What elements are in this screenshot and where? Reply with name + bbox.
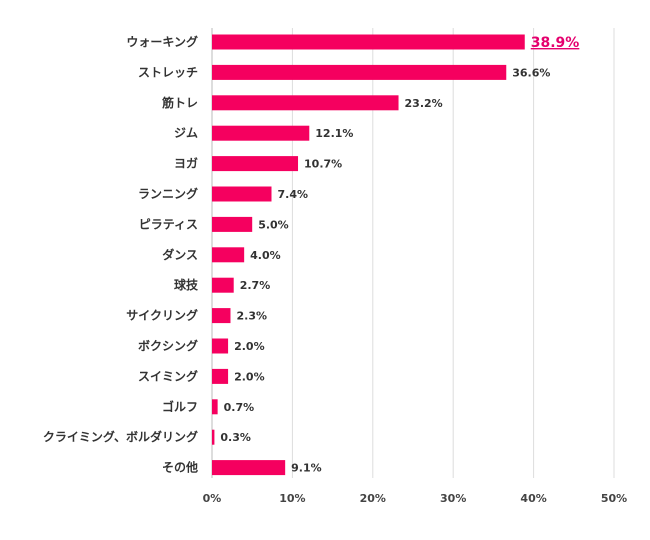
- x-tick-label: 50%: [601, 492, 627, 505]
- highlighted-value-label: 38.9%: [531, 35, 580, 51]
- category-label: 筋トレ: [161, 95, 198, 110]
- bars: [212, 34, 525, 476]
- category-label: ピラティス: [139, 217, 198, 231]
- x-axis-tick-labels: 0% 10% 20% 30% 40% 50%: [203, 492, 628, 505]
- value-label: 5.0%: [258, 218, 289, 231]
- category-label: スイミング: [138, 368, 198, 383]
- x-tick-label: 30%: [440, 492, 466, 505]
- category-label: ダンス: [162, 247, 198, 262]
- x-tick-label: 20%: [360, 492, 386, 505]
- value-label: 12.1%: [315, 127, 353, 140]
- bar: [212, 429, 215, 445]
- value-label: 2.0%: [234, 340, 265, 353]
- category-label: ウォーキング: [126, 34, 198, 49]
- value-label: 36.6%: [512, 66, 550, 79]
- x-tick-label: 0%: [203, 492, 222, 505]
- bar: [212, 247, 245, 263]
- value-label: 2.3%: [236, 310, 267, 323]
- category-label: クライミング、ボルダリング: [43, 429, 198, 444]
- x-tick-label: 10%: [279, 492, 305, 505]
- x-tick-label: 40%: [520, 492, 546, 505]
- bar: [212, 277, 234, 293]
- bar: [212, 156, 299, 172]
- bar: [212, 460, 286, 476]
- value-label: 23.2%: [405, 97, 443, 110]
- value-label: 2.0%: [234, 370, 265, 383]
- category-label: ボクシング: [138, 338, 198, 353]
- category-labels: ウォーキングストレッチ筋トレジムヨガランニングピラティスダンス球技サイクリングボ…: [43, 34, 199, 475]
- category-label: ランニング: [138, 186, 198, 201]
- bar: [212, 338, 229, 354]
- value-label: 7.4%: [277, 188, 308, 201]
- value-label: 9.1%: [291, 462, 322, 475]
- value-label: 4.0%: [250, 249, 281, 262]
- bar: [212, 216, 253, 232]
- bar: [212, 186, 272, 202]
- bar: [212, 399, 218, 415]
- bar: [212, 125, 310, 141]
- bar: [212, 95, 399, 111]
- bar: [212, 34, 525, 50]
- category-label: ゴルフ: [162, 399, 198, 414]
- value-labels: 38.9% 36.6% 23.2% 12.1% 10.7% 7.4% 5.0% 4.0% 2.7…: [220, 35, 579, 475]
- value-label: 10.7%: [304, 158, 342, 171]
- category-label: 球技: [174, 277, 199, 292]
- category-label: ストレッチ: [138, 65, 198, 79]
- value-label: 2.7%: [240, 279, 271, 292]
- category-label: ヨガ: [174, 156, 198, 171]
- category-label: その他: [162, 460, 198, 475]
- bar: [212, 308, 231, 324]
- bar: [212, 368, 229, 384]
- value-label: 0.7%: [224, 401, 255, 414]
- value-label: 0.3%: [220, 431, 251, 444]
- category-label: サイクリング: [126, 308, 198, 323]
- bar: [212, 64, 507, 80]
- category-label: ジム: [174, 126, 198, 140]
